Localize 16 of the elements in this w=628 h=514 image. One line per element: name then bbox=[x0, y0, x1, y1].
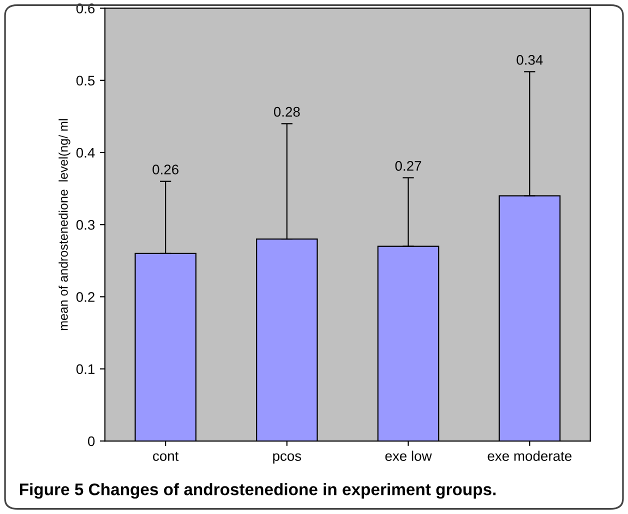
y-tick-label: 0.1 bbox=[76, 364, 94, 374]
x-tick-label: exe low bbox=[385, 450, 432, 461]
y-tick-label: 0.5 bbox=[76, 76, 95, 86]
x-tick-label: pcos bbox=[273, 453, 302, 464]
annotation: 0.28 bbox=[274, 106, 300, 117]
y-tick-label: 0.2 bbox=[76, 292, 94, 302]
x-tick-label: exe moderate bbox=[488, 450, 572, 461]
y-tick-label: 0.3 bbox=[76, 220, 95, 230]
y-tick-label: 0.4 bbox=[76, 148, 95, 158]
caption: Figure 5 Changes of androstenedione in experiment groups. bbox=[20, 483, 496, 499]
annotation: 0.26 bbox=[152, 164, 178, 174]
y-tick-label: 0 bbox=[88, 436, 95, 446]
x-tick-label: cont bbox=[153, 452, 179, 461]
annotation: 0.27 bbox=[395, 160, 422, 171]
annotation: 0.34 bbox=[516, 54, 543, 65]
y-axis-title: mean of androstenedione level(ng/ ml bbox=[58, 119, 70, 330]
